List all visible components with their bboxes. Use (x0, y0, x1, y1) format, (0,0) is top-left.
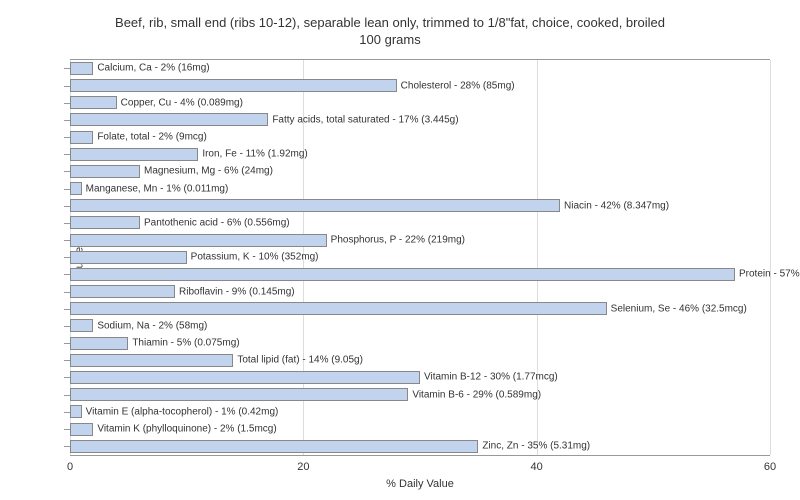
nutrient-bar (70, 182, 82, 195)
bar-row: Fatty acids, total saturated - 17% (3.44… (70, 113, 268, 126)
nutrient-bar (70, 199, 560, 212)
nutrient-bar-label: Pantothenic acid - 6% (0.556mg) (144, 217, 290, 228)
nutrient-bar-label: Vitamin B-6 - 29% (0.589mg) (412, 389, 541, 400)
bar-row: Iron, Fe - 11% (1.92mg) (70, 148, 198, 161)
nutrient-bar (70, 234, 327, 247)
nutrient-bar-label: Vitamin E (alpha-tocopherol) - 1% (0.42m… (86, 406, 279, 417)
bar-row: Calcium, Ca - 2% (16mg) (70, 62, 93, 75)
nutrient-bar (70, 62, 93, 75)
nutrient-bar-label: Total lipid (fat) - 14% (9.05g) (237, 355, 363, 366)
nutrient-bar (70, 113, 268, 126)
x-axis-label: % Daily Value (386, 478, 454, 490)
bar-row: Sodium, Na - 2% (58mg) (70, 319, 93, 332)
chart-title: Beef, rib, small end (ribs 10-12), separ… (70, 15, 710, 49)
bar-row: Folate, total - 2% (9mcg) (70, 131, 93, 144)
nutrient-bar-label: Selenium, Se - 46% (32.5mcg) (611, 303, 747, 314)
bar-row: Protein - 57% (28.29g) (70, 268, 735, 281)
nutrient-bar (70, 148, 198, 161)
nutrient-bar (70, 423, 93, 436)
nutrient-bar (70, 285, 175, 298)
nutrient-bar (70, 371, 420, 384)
bar-row: Vitamin B-12 - 30% (1.77mcg) (70, 371, 420, 384)
nutrient-bar-label: Potassium, K - 10% (352mg) (191, 252, 319, 263)
nutrient-bar (70, 388, 408, 401)
nutrient-bar (70, 319, 93, 332)
nutrient-bar (70, 405, 82, 418)
bar-row: Zinc, Zn - 35% (5.31mg) (70, 440, 478, 453)
bar-row: Vitamin K (phylloquinone) - 2% (1.5mcg) (70, 423, 93, 436)
bar-row: Cholesterol - 28% (85mg) (70, 79, 397, 92)
nutrient-bar-label: Vitamin B-12 - 30% (1.77mcg) (424, 372, 558, 383)
bar-row: Magnesium, Mg - 6% (24mg) (70, 165, 140, 178)
x-tick-label: 60 (764, 461, 776, 473)
nutrient-bar-label: Magnesium, Mg - 6% (24mg) (144, 166, 273, 177)
nutrient-bar (70, 96, 117, 109)
nutrient-bar (70, 79, 397, 92)
gridline (770, 60, 771, 455)
nutrient-bar-label: Fatty acids, total saturated - 17% (3.44… (272, 114, 458, 125)
bar-row: Total lipid (fat) - 14% (9.05g) (70, 354, 233, 367)
nutrient-bar-label: Calcium, Ca - 2% (16mg) (97, 63, 209, 74)
bar-row: Selenium, Se - 46% (32.5mcg) (70, 302, 607, 315)
nutrient-bar (70, 165, 140, 178)
x-tick-label: 20 (297, 461, 309, 473)
nutrient-bar-label: Cholesterol - 28% (85mg) (401, 80, 515, 91)
bar-row: Riboflavin - 9% (0.145mg) (70, 285, 175, 298)
nutrient-bar-label: Sodium, Na - 2% (58mg) (97, 320, 207, 331)
bar-row: Vitamin B-6 - 29% (0.589mg) (70, 388, 408, 401)
nutrient-bar-label: Thiamin - 5% (0.075mg) (132, 338, 239, 349)
nutrient-bar-label: Protein - 57% (28.29g) (739, 269, 800, 280)
x-tick-label: 0 (67, 461, 73, 473)
nutrient-bar-label: Niacin - 42% (8.347mg) (564, 200, 669, 211)
nutrient-bar (70, 337, 128, 350)
nutrient-bar (70, 216, 140, 229)
nutrient-bar-label: Iron, Fe - 11% (1.92mg) (202, 149, 307, 160)
nutrient-bar-label: Riboflavin - 9% (0.145mg) (179, 286, 295, 297)
nutrient-bar (70, 440, 478, 453)
bar-row: Thiamin - 5% (0.075mg) (70, 337, 128, 350)
nutrient-chart: Beef, rib, small end (ribs 10-12), separ… (0, 0, 800, 500)
nutrient-bar-label: Phosphorus, P - 22% (219mg) (331, 235, 465, 246)
nutrient-bar-label: Copper, Cu - 4% (0.089mg) (121, 97, 243, 108)
x-tick-label: 40 (531, 461, 543, 473)
nutrient-bar (70, 131, 93, 144)
chart-title-line1: Beef, rib, small end (ribs 10-12), separ… (115, 15, 665, 30)
nutrient-bar-label: Zinc, Zn - 35% (5.31mg) (482, 441, 590, 452)
nutrient-bar-label: Folate, total - 2% (9mcg) (97, 132, 206, 143)
bar-row: Manganese, Mn - 1% (0.011mg) (70, 182, 82, 195)
plot-area: Nutrient % Daily Value Calcium, Ca - 2% … (70, 59, 770, 456)
bar-row: Phosphorus, P - 22% (219mg) (70, 234, 327, 247)
nutrient-bar (70, 354, 233, 367)
nutrient-bar (70, 268, 735, 281)
bar-row: Pantothenic acid - 6% (0.556mg) (70, 216, 140, 229)
bar-row: Copper, Cu - 4% (0.089mg) (70, 96, 117, 109)
nutrient-bar (70, 251, 187, 264)
chart-title-line2: 100 grams (359, 32, 420, 47)
nutrient-bar-label: Vitamin K (phylloquinone) - 2% (1.5mcg) (97, 424, 276, 435)
bar-row: Vitamin E (alpha-tocopherol) - 1% (0.42m… (70, 405, 82, 418)
nutrient-bar-label: Manganese, Mn - 1% (0.011mg) (86, 183, 229, 194)
nutrient-bar (70, 302, 607, 315)
bar-row: Potassium, K - 10% (352mg) (70, 251, 187, 264)
bar-row: Niacin - 42% (8.347mg) (70, 199, 560, 212)
